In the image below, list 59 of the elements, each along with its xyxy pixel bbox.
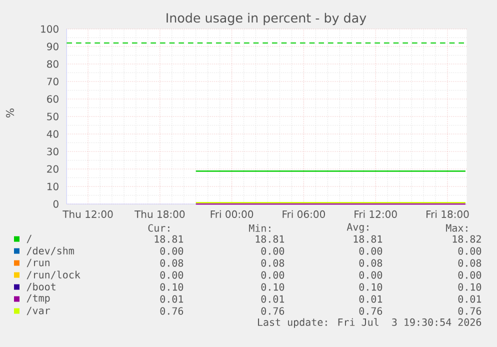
text: 18.82 [452,235,481,243]
legend-label: /boot [26,282,56,292]
x-tick-label: Fri 12:00 [354,210,397,218]
y-axis-title: % [6,108,14,118]
x-tick-label: Thu 12:00 [62,210,113,218]
y-tick-label: 20 [47,165,58,173]
text: 0.76 [160,307,184,315]
text: 0.08 [261,259,284,267]
legend-label: /dev/shm [26,246,74,256]
y-tick-label: 90 [47,42,58,50]
text: 0.10 [458,283,482,291]
text: 0.00 [261,247,284,255]
text: 0.76 [261,307,284,315]
y-tick-label: 30 [47,148,58,156]
legend-label: / [26,234,32,244]
y-tick-label: 70 [47,78,58,86]
text: 18.81 [354,235,382,243]
x-tick-label: Fri 00:00 [210,210,254,218]
legend-label: /tmp [26,294,50,304]
y-tick-label: 0 [53,200,58,208]
text: 0.00 [458,271,482,279]
text: 0.00 [359,271,382,279]
text: 0.76 [458,307,482,315]
text: Cur: [148,224,170,232]
text: 0.08 [160,259,184,267]
x-tick-label: Fri 06:00 [282,210,325,218]
y-tick-label: 10 [47,182,58,190]
text: 0.01 [359,295,382,303]
text: 0.10 [261,283,284,291]
chart-title: Inode usage in percent - by day [166,12,366,26]
text: 0.00 [458,247,482,255]
legend-label: /run [26,258,50,268]
text: Avg: [346,223,368,233]
text: 0.10 [359,283,382,291]
y-tick-label: 80 [47,60,58,68]
text: Last update: Fri Jul 3 19:30:54 2026 [258,318,482,328]
text: 0.01 [261,295,284,303]
text: 0.01 [160,295,184,303]
text: 0.08 [359,259,382,267]
text: Max: [446,224,468,232]
text: 0.00 [160,271,184,279]
text: 0.08 [458,259,482,267]
text: 0.76 [359,307,382,315]
text: 0.00 [359,247,382,255]
y-tick-label: 40 [46,130,58,138]
y-tick-label: 100 [41,25,58,33]
x-tick-label: Thu 18:00 [134,210,185,218]
text: Min: [249,224,270,232]
x-tick-label: Fri 18:00 [426,210,469,218]
y-tick-label: 50 [47,112,58,120]
text: 0.00 [261,271,284,279]
text: 0.00 [160,247,184,255]
legend-label: /run/lock [26,270,80,280]
text: 18.81 [154,235,184,243]
text: 0.01 [458,295,482,303]
y-tick-label: 60 [47,95,58,103]
text: 0.10 [160,283,184,291]
text: 18.81 [256,235,284,243]
legend-label: /var [26,306,50,316]
